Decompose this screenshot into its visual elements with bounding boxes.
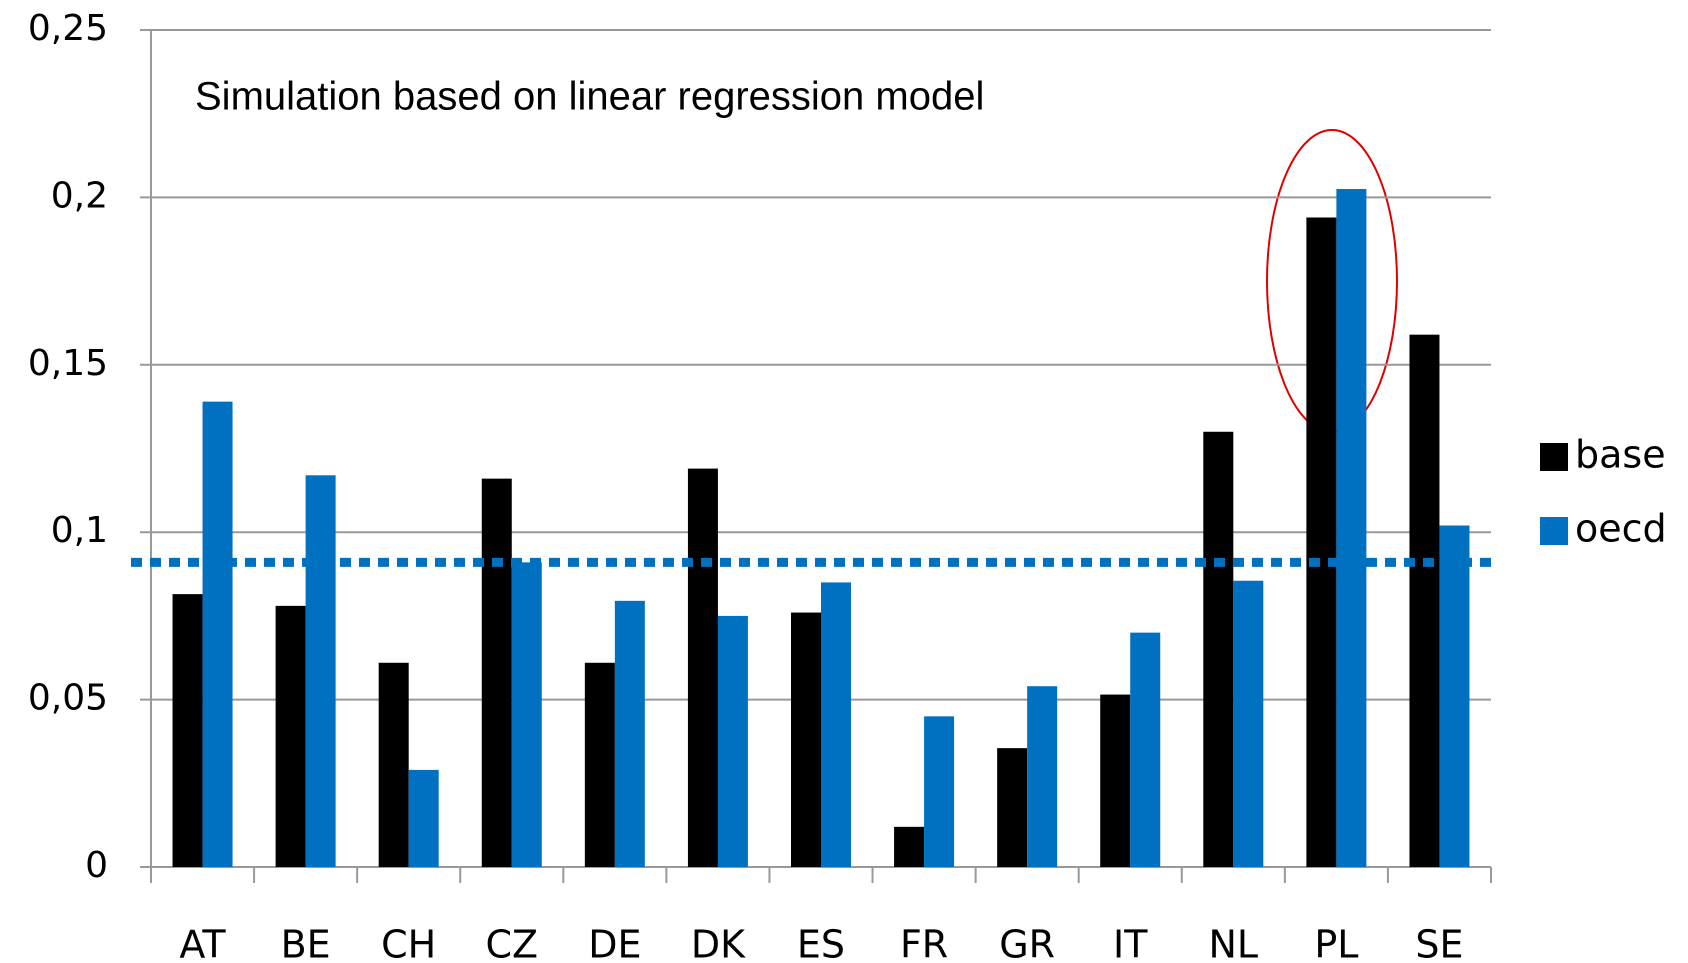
x-tick-label: NL <box>1209 923 1259 963</box>
bar <box>1336 189 1367 867</box>
bar <box>378 662 409 867</box>
y-tick-label: 0,2 <box>51 175 108 216</box>
x-tick-label: GR <box>999 923 1055 963</box>
x-tick-label: SE <box>1415 923 1463 963</box>
bar <box>305 475 336 867</box>
y-tick-label: 0 <box>85 845 108 886</box>
annotation: Simulation based on linear regression mo… <box>195 75 984 119</box>
x-tick-label: DE <box>588 923 641 963</box>
bar <box>1100 694 1131 867</box>
bar <box>821 582 851 867</box>
bar <box>1233 580 1264 867</box>
legend-label: base <box>1575 433 1666 477</box>
x-tick-label: FR <box>900 923 948 963</box>
bar <box>614 600 645 867</box>
legend-label: oecd <box>1575 507 1667 551</box>
x-tick-label: ES <box>797 923 845 963</box>
bar <box>1027 686 1058 867</box>
x-tick-label: PL <box>1314 923 1358 963</box>
bar <box>997 748 1028 867</box>
bar <box>1439 525 1470 867</box>
x-tick-label: DK <box>691 923 746 963</box>
bar <box>1130 632 1161 867</box>
x-tick-label: CZ <box>485 923 538 963</box>
x-tick-label: IT <box>1113 923 1148 963</box>
y-tick-label: 0,25 <box>28 8 108 49</box>
bar <box>481 478 512 867</box>
bar <box>511 562 542 867</box>
legend-swatch <box>1540 443 1568 471</box>
x-tick-label: BE <box>281 923 331 963</box>
bar <box>1203 431 1234 867</box>
bar <box>584 662 615 867</box>
x-tick-label: AT <box>179 923 226 963</box>
bar <box>202 401 233 867</box>
bar <box>924 716 955 867</box>
bar <box>408 769 439 867</box>
y-tick-label: 0,1 <box>51 510 108 551</box>
bar <box>687 468 718 867</box>
bar <box>791 612 821 867</box>
bar <box>275 605 306 867</box>
bar <box>717 615 748 867</box>
legend-swatch <box>1540 517 1568 545</box>
y-tick-label: 0,05 <box>28 678 108 719</box>
y-tick-label: 0,15 <box>28 343 108 384</box>
bar <box>1306 217 1337 867</box>
bar <box>1409 334 1440 868</box>
bar <box>894 826 925 867</box>
x-tick-label: CH <box>381 923 436 963</box>
bar <box>172 594 203 867</box>
